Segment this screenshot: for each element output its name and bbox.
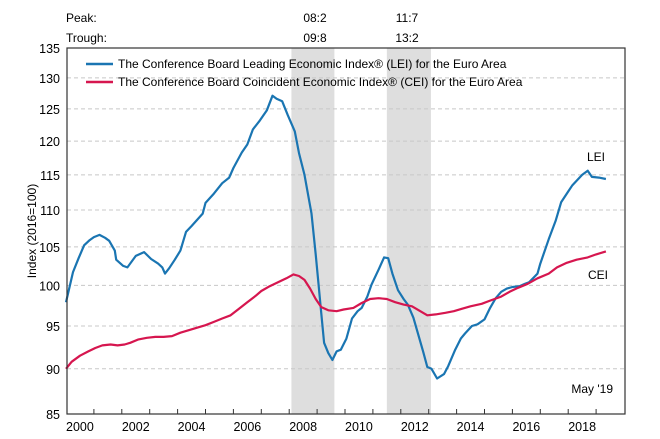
y-tick-label: 115 (40, 169, 60, 183)
y-tick-label: 100 (39, 279, 60, 293)
peak-date-2: 11:7 (396, 11, 419, 25)
trough-date-2: 13:2 (395, 31, 419, 45)
x-tick-label: 2008 (289, 420, 317, 434)
legend-label-cei: The Conference Board Coincident Economic… (118, 75, 523, 89)
y-tick-label: 110 (40, 204, 60, 218)
y-tick-label: 130 (39, 72, 60, 86)
x-axis-ticks: 2000 2002 2004 2006 2008 2010 2012 2014 2016 2018 (66, 409, 597, 434)
peak-date-1: 08:2 (303, 11, 327, 25)
date-annotation: May '19 (571, 382, 613, 396)
series-lines (64, 94, 607, 380)
y-axis-label: Index (2016=100) (25, 184, 39, 278)
x-tick-label: 2016 (512, 420, 540, 434)
series-label-lei: LEI (587, 150, 605, 164)
series-line-lei (64, 94, 607, 380)
series-label-cei: CEI (588, 268, 608, 282)
trough-date-1: 09:8 (303, 31, 327, 45)
y-tick-label: 135 (39, 42, 60, 56)
trough-label: Trough: (66, 31, 107, 45)
x-tick-label: 2012 (401, 420, 429, 434)
gridlines (67, 77, 625, 370)
x-tick-label: 2000 (66, 420, 94, 434)
legend: The Conference Board Leading Economic In… (86, 57, 523, 89)
x-tick-label: 2002 (122, 420, 150, 434)
y-axis-tick-labels: 85 90 95 100 105 110 115 120 125 130 135 (39, 42, 60, 422)
x-tick-label: 2014 (457, 420, 485, 434)
y-tick-label: 120 (39, 135, 60, 149)
x-tick-label: 2010 (345, 420, 373, 434)
peak-label: Peak: (66, 11, 97, 25)
y-tick-label: 95 (46, 320, 60, 334)
legend-label-lei: The Conference Board Leading Economic In… (118, 57, 507, 71)
x-tick-label: 2018 (568, 420, 596, 434)
x-tick-label: 2006 (233, 420, 261, 434)
x-tick-label: 2004 (178, 420, 206, 434)
y-tick-label: 85 (46, 408, 60, 422)
y-tick-label: 105 (39, 241, 60, 255)
y-tick-label: 90 (46, 363, 60, 377)
y-tick-label: 125 (39, 103, 60, 117)
plot-frame (66, 47, 626, 415)
series-line-cei (65, 250, 607, 370)
